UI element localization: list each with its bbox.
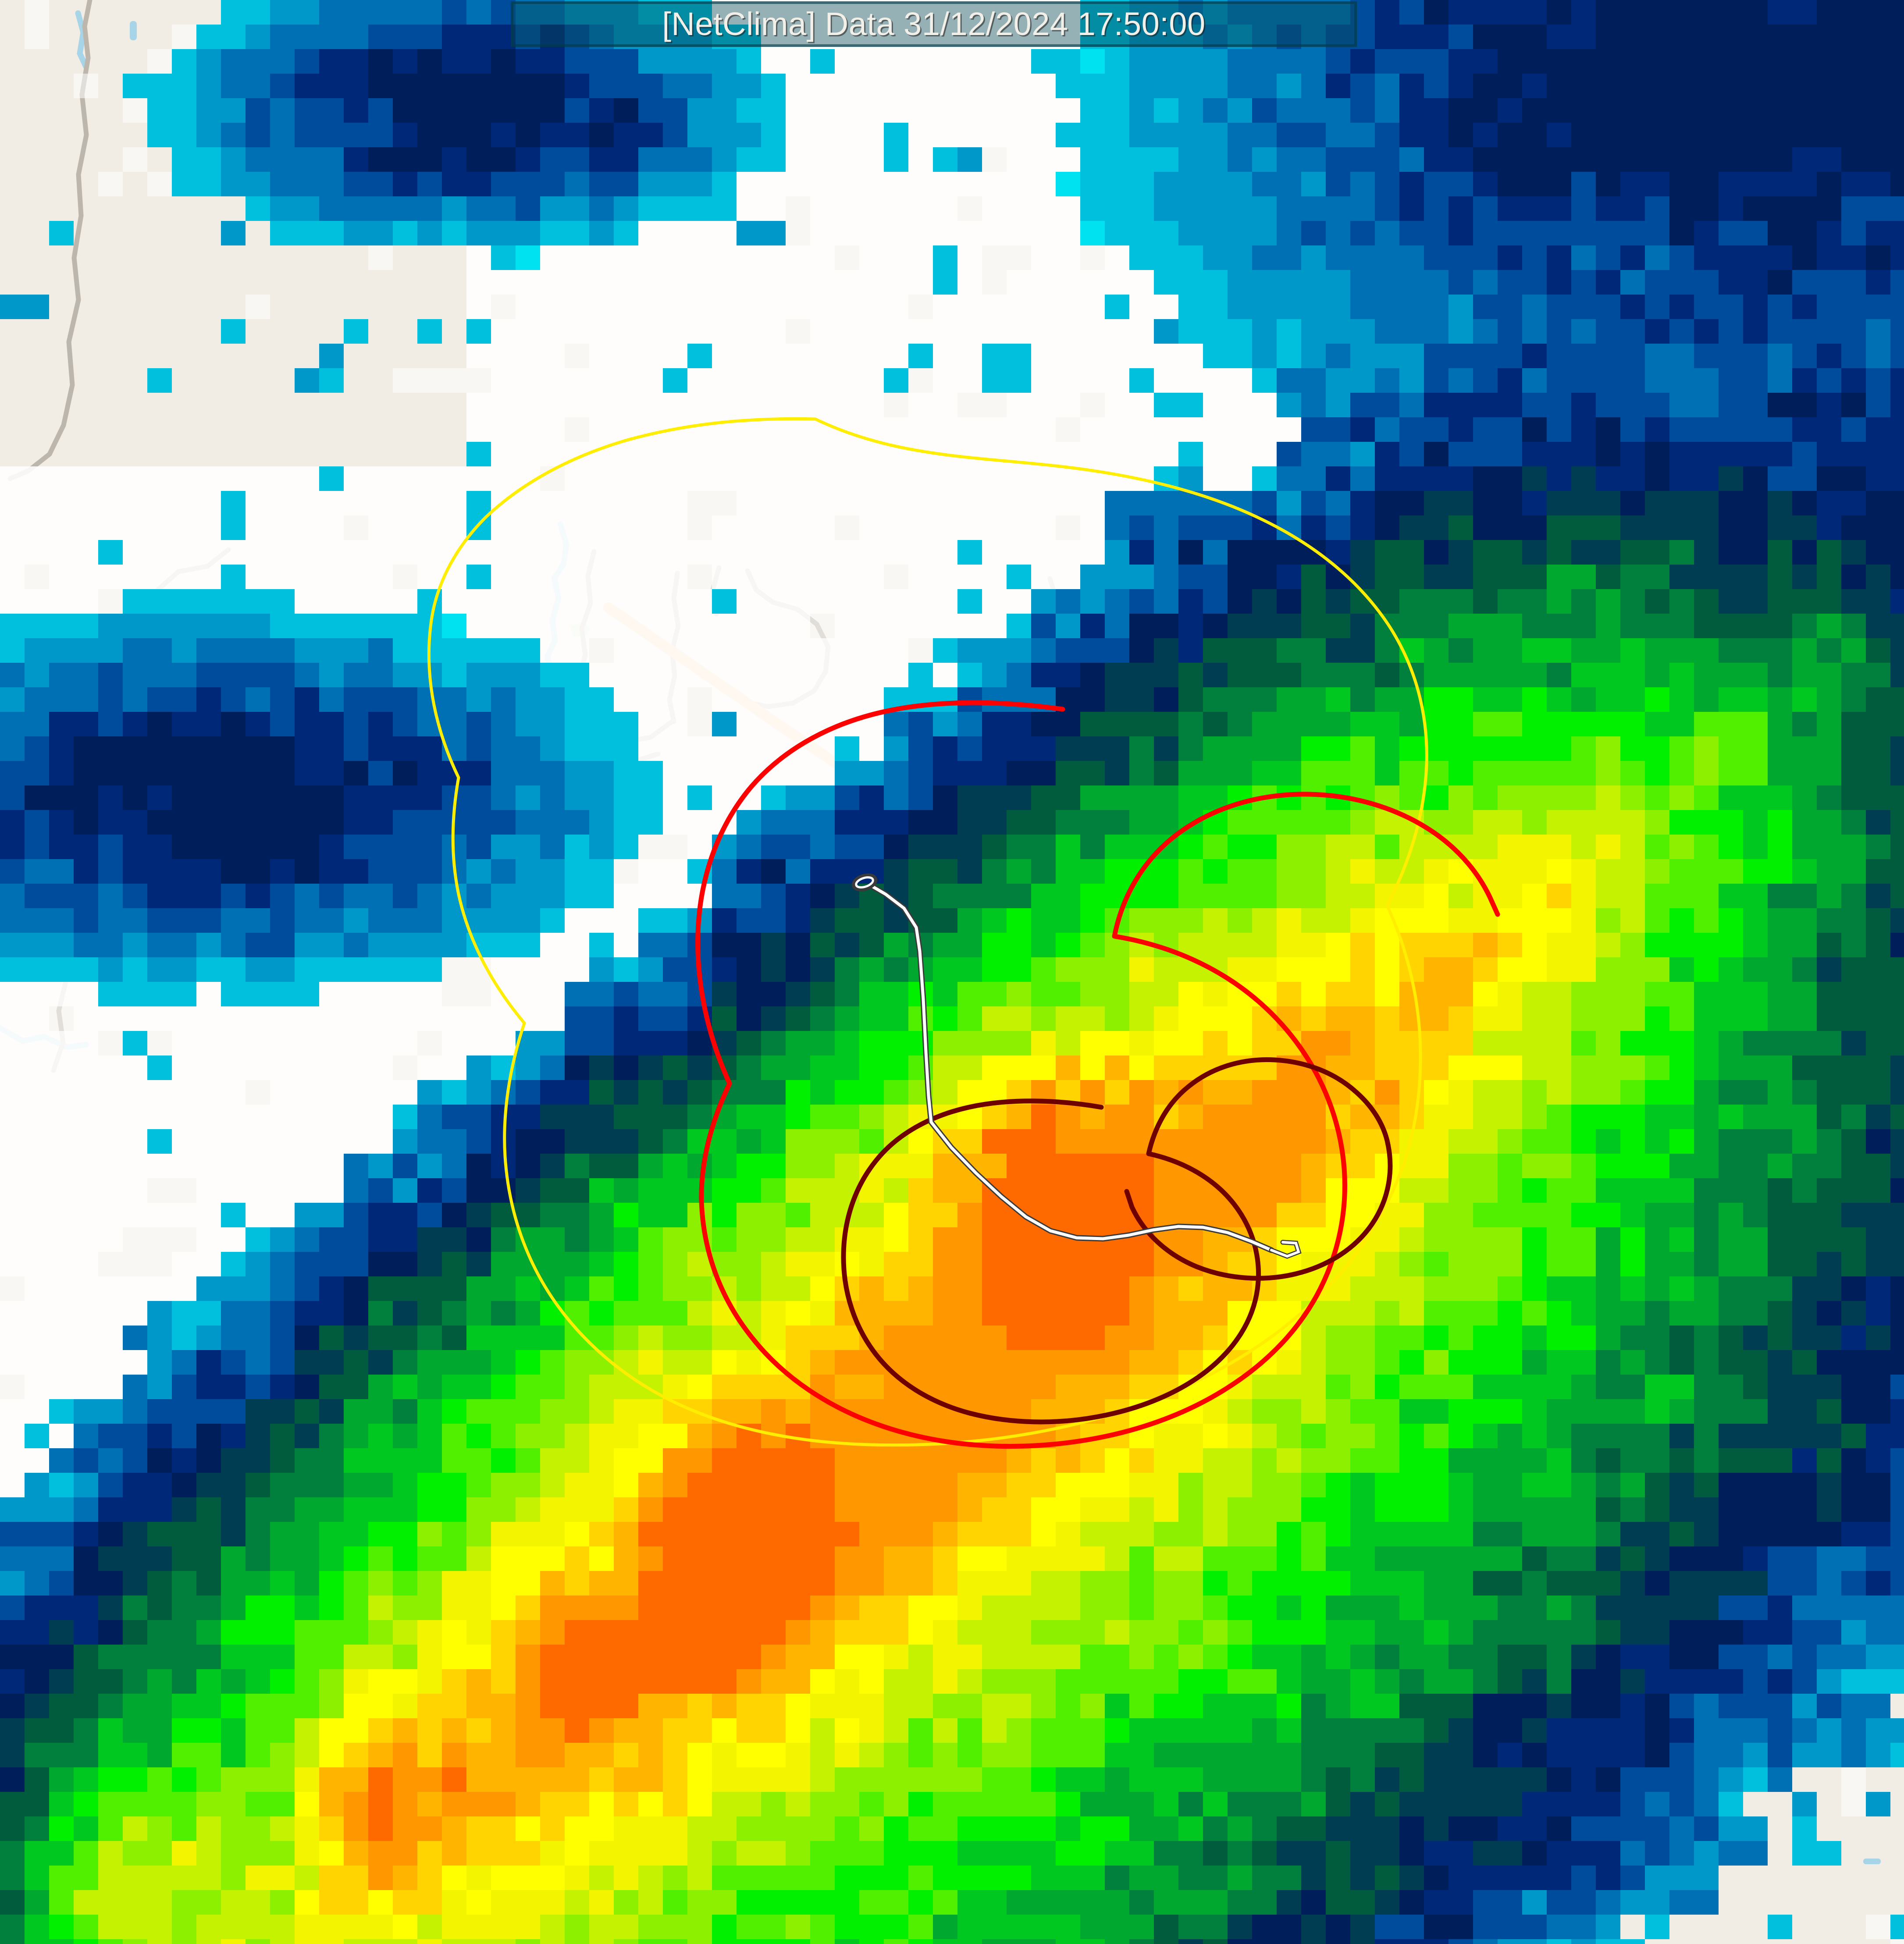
data-timestamp-chip[interactable]: [NetClima] Data 31/12/2024 17:50:00 — [511, 1, 1357, 47]
data-timestamp-label: [NetClima] Data 31/12/2024 17:50:00 — [662, 6, 1206, 42]
